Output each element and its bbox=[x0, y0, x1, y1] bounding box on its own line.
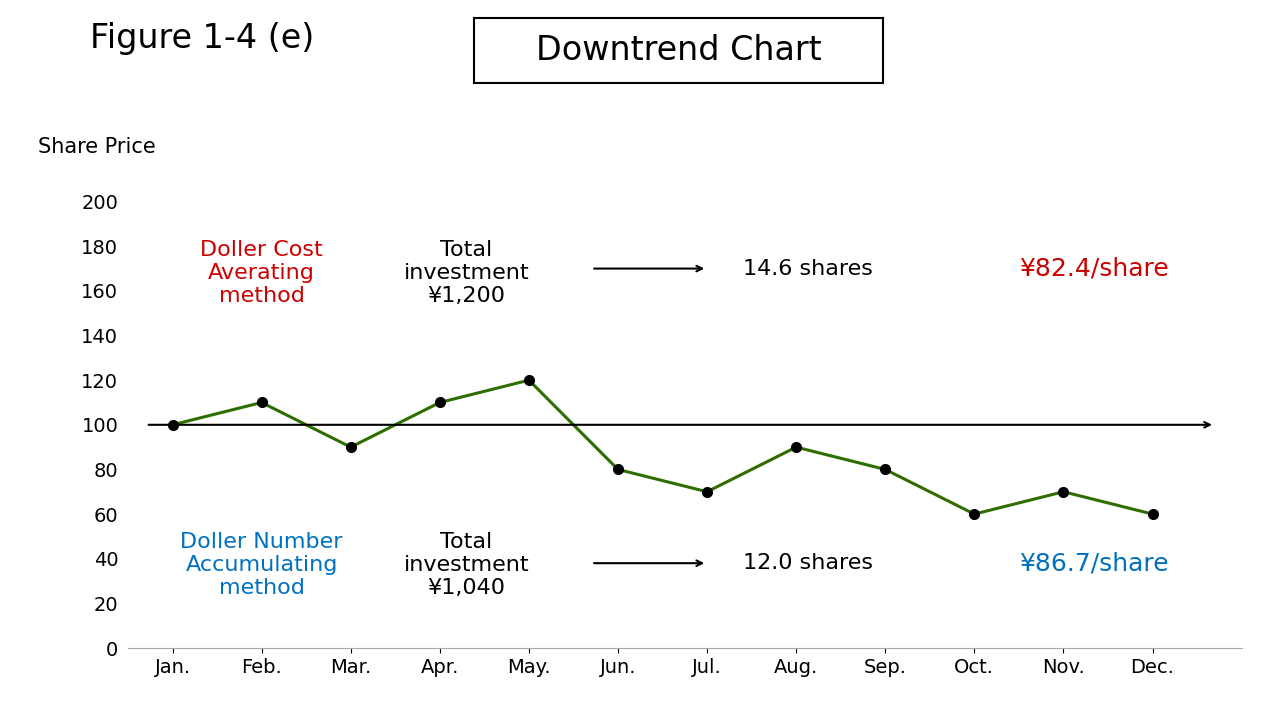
Text: Total
investment
¥1,040: Total investment ¥1,040 bbox=[403, 532, 530, 598]
Text: 12.0 shares: 12.0 shares bbox=[742, 553, 873, 573]
Text: Figure 1-4 (e): Figure 1-4 (e) bbox=[90, 22, 314, 55]
Text: Total
investment
¥1,200: Total investment ¥1,200 bbox=[403, 240, 530, 306]
Text: Downtrend Chart: Downtrend Chart bbox=[535, 34, 822, 67]
Text: Share Price: Share Price bbox=[38, 137, 156, 157]
Text: Doller Cost
Averating
method: Doller Cost Averating method bbox=[200, 240, 323, 306]
Text: 14.6 shares: 14.6 shares bbox=[742, 258, 873, 279]
Text: ¥86.7/share: ¥86.7/share bbox=[1019, 552, 1169, 575]
Text: ¥82.4/share: ¥82.4/share bbox=[1019, 256, 1169, 281]
Text: Doller Number
Accumulating
method: Doller Number Accumulating method bbox=[180, 532, 343, 598]
